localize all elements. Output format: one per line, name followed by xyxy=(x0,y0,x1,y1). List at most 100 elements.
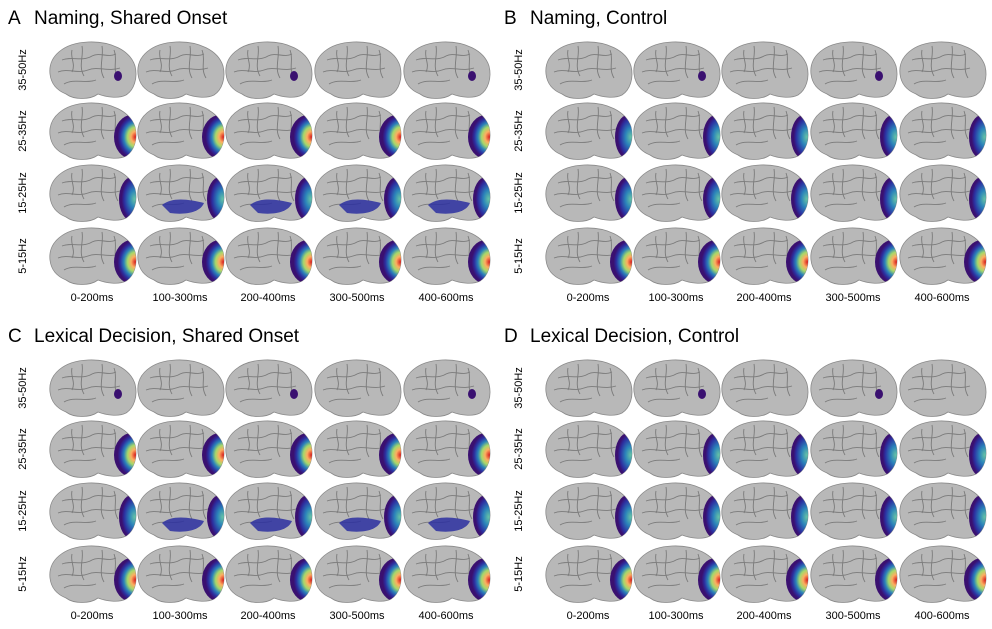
sulcus xyxy=(735,140,769,146)
blob xyxy=(114,558,136,602)
blob xyxy=(468,71,476,81)
sulcus xyxy=(415,239,471,247)
brain-surface xyxy=(721,359,809,417)
sulcus xyxy=(168,363,173,395)
brain xyxy=(721,420,809,478)
sulcus xyxy=(328,397,362,403)
sulcus xyxy=(861,231,866,265)
activation xyxy=(964,240,986,284)
brain-surface xyxy=(403,41,491,99)
activation xyxy=(114,71,122,81)
sulcus xyxy=(567,490,570,514)
activation xyxy=(468,389,476,399)
blob xyxy=(290,71,298,81)
sulcus xyxy=(664,363,669,395)
blob xyxy=(786,240,808,284)
sulcus xyxy=(950,549,955,583)
brain xyxy=(899,420,987,478)
sulcus xyxy=(950,231,955,265)
sulcus xyxy=(434,486,439,518)
blob xyxy=(698,558,720,602)
activation xyxy=(875,558,897,602)
brain-surface xyxy=(314,41,402,99)
sulcus xyxy=(168,168,173,200)
sulcus xyxy=(201,172,207,202)
sulcus xyxy=(735,583,769,589)
blob xyxy=(468,389,476,399)
sulcus xyxy=(559,583,593,589)
sulcus xyxy=(641,67,705,73)
activation xyxy=(162,177,224,221)
blob xyxy=(880,433,897,477)
sulcus xyxy=(188,549,193,583)
sulcus xyxy=(752,106,757,138)
brain xyxy=(899,359,987,417)
sulcus xyxy=(641,190,705,196)
sulcus xyxy=(911,432,967,440)
blob xyxy=(290,558,312,602)
brain xyxy=(810,420,898,478)
sulcus xyxy=(159,110,162,134)
sulcus xyxy=(256,45,261,77)
sulcus xyxy=(322,67,386,73)
sulcus xyxy=(735,458,769,464)
sulcus xyxy=(645,432,701,440)
blob xyxy=(791,433,808,477)
brain xyxy=(633,420,721,478)
sulcus xyxy=(159,49,162,73)
sulcus xyxy=(743,428,746,452)
sulcus xyxy=(326,557,382,565)
panel-letter: D xyxy=(504,326,518,347)
sulcus xyxy=(276,45,281,79)
sulcus xyxy=(645,176,701,184)
sulcus xyxy=(963,428,969,458)
sulcus xyxy=(345,168,350,200)
sulcus xyxy=(61,371,117,379)
sulcus xyxy=(697,490,703,520)
brain xyxy=(545,482,633,540)
sulcus xyxy=(559,79,593,85)
sulcus xyxy=(841,168,846,200)
sulcus xyxy=(365,424,370,458)
sulcus xyxy=(289,172,295,202)
sulcus xyxy=(818,253,882,259)
sulcus xyxy=(733,176,789,184)
sulcus xyxy=(336,553,339,577)
sulcus xyxy=(609,110,615,140)
sulcus xyxy=(415,557,471,565)
sulcus xyxy=(322,446,386,452)
blob xyxy=(703,433,720,477)
column-label: 200-400ms xyxy=(240,292,296,304)
sulcus xyxy=(159,490,162,514)
blob xyxy=(875,558,897,602)
blob xyxy=(114,115,136,159)
sulcus xyxy=(841,486,846,518)
blob xyxy=(379,558,401,602)
sulcus xyxy=(454,486,459,520)
brain xyxy=(225,41,313,99)
sulcus xyxy=(113,172,119,202)
sulcus xyxy=(733,53,789,61)
blob xyxy=(791,115,808,159)
row-label: 15-25Hz xyxy=(513,172,525,214)
sulcus xyxy=(861,45,866,79)
sulcus xyxy=(684,363,689,397)
brain xyxy=(545,545,633,603)
sulcus xyxy=(913,397,947,403)
sulcus xyxy=(697,110,703,140)
sulcus xyxy=(596,363,601,397)
sulcus xyxy=(818,446,882,452)
activation xyxy=(290,240,312,284)
brain-surface xyxy=(899,41,987,99)
sulcus xyxy=(233,385,297,391)
activation xyxy=(468,433,490,477)
sulcus xyxy=(647,458,681,464)
sulcus xyxy=(911,239,967,247)
sulcus xyxy=(149,557,205,565)
sulcus xyxy=(326,432,382,440)
sulcus xyxy=(168,231,173,263)
sulcus xyxy=(930,424,935,456)
sulcus xyxy=(233,67,297,73)
brain xyxy=(810,102,898,160)
brain-surface xyxy=(545,359,633,417)
